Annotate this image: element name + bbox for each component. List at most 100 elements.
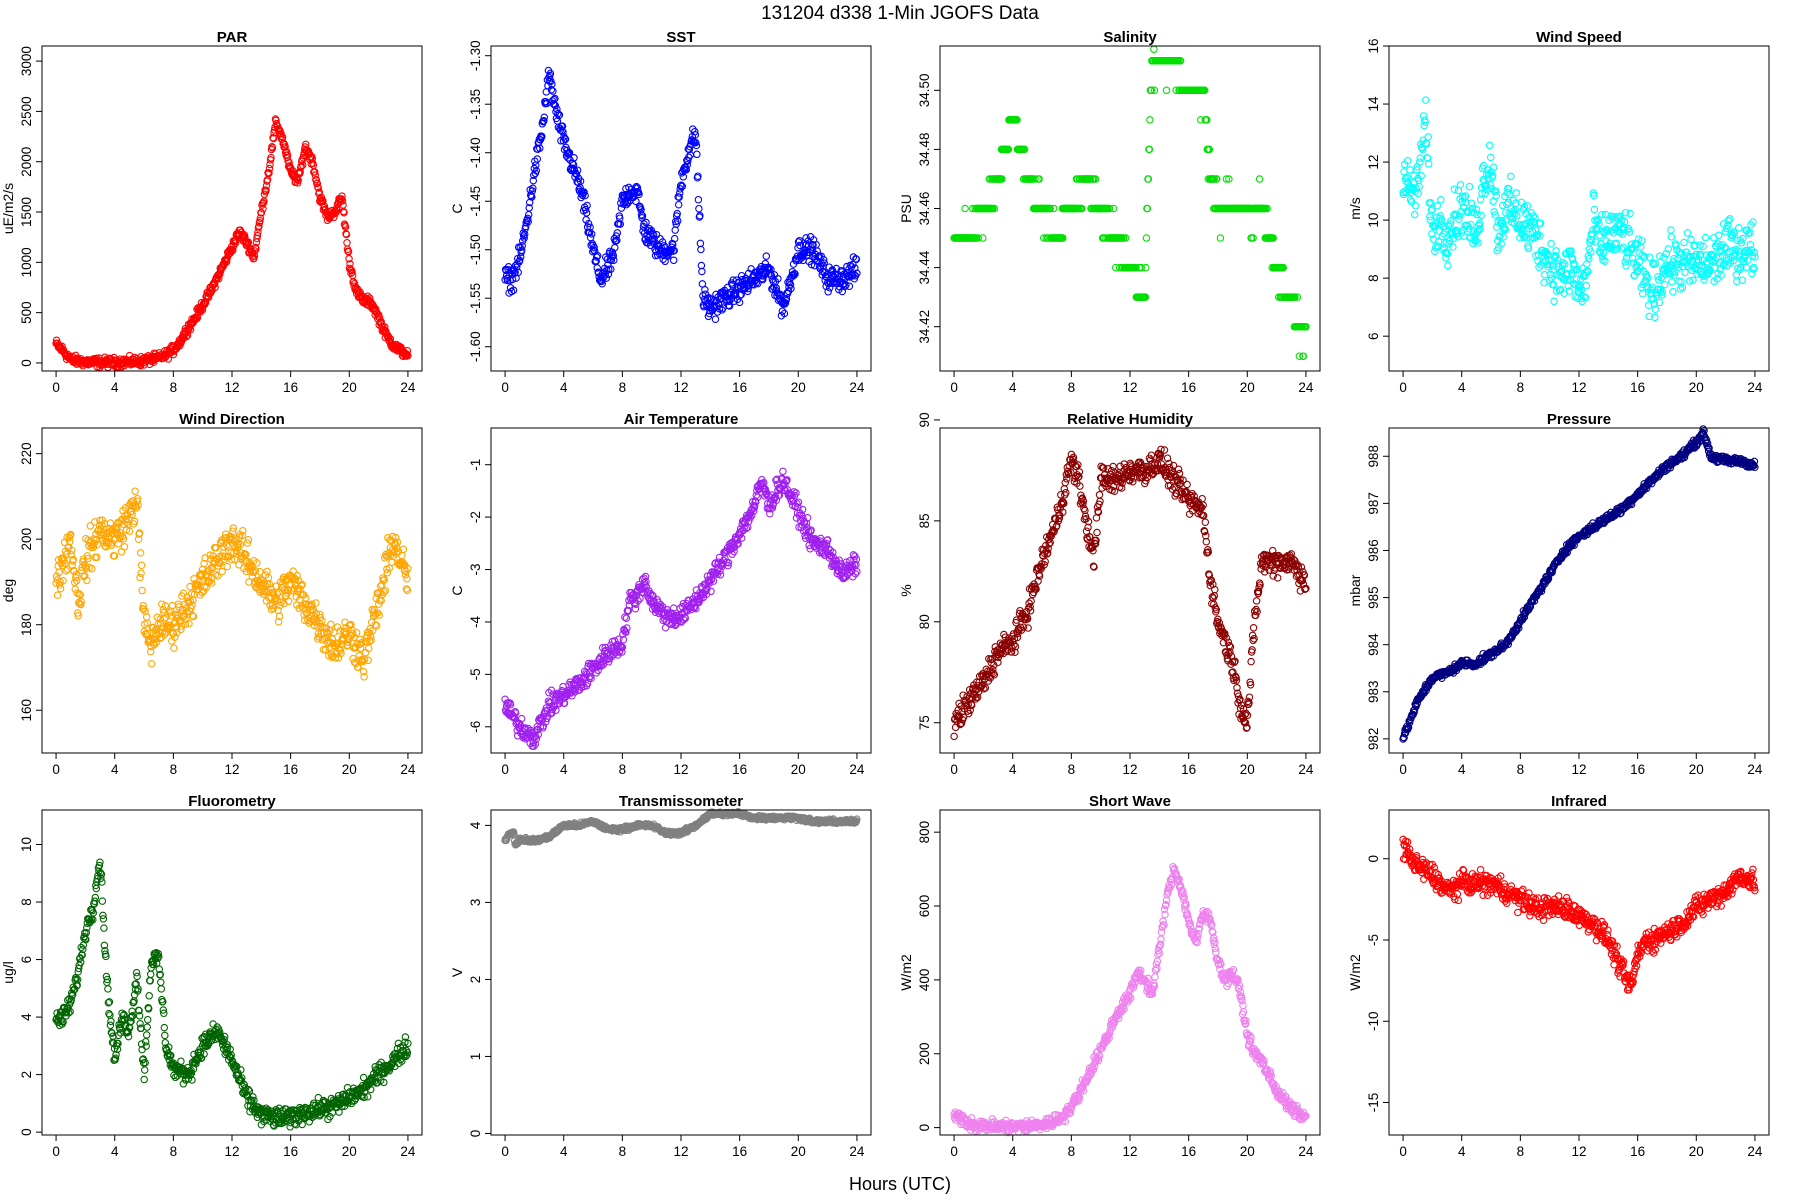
data-point xyxy=(602,274,611,282)
data-point xyxy=(593,264,601,272)
data-point xyxy=(1247,657,1255,666)
data-point xyxy=(267,154,275,162)
data-point xyxy=(581,191,589,200)
x-tick-label: 4 xyxy=(1009,380,1017,395)
data-point xyxy=(1046,204,1054,213)
data-point xyxy=(1162,86,1171,95)
data-point xyxy=(1295,352,1304,360)
data-point xyxy=(1210,175,1219,183)
data-point xyxy=(520,230,529,238)
x-tick-label: 8 xyxy=(1517,380,1525,395)
data-point xyxy=(791,270,799,278)
data-point xyxy=(1681,268,1689,277)
data-point xyxy=(1444,261,1452,270)
data-point xyxy=(1299,352,1308,360)
plot-frame xyxy=(1388,45,1770,372)
data-point xyxy=(1618,230,1627,238)
y-tick-label: -1.40 xyxy=(468,137,483,168)
data-point xyxy=(1558,261,1567,270)
data-point xyxy=(547,85,556,94)
data-point xyxy=(1468,204,1477,213)
y-tick-label: -1 xyxy=(468,459,483,471)
data-point xyxy=(311,168,319,176)
data-point xyxy=(1146,116,1154,124)
data-point xyxy=(403,574,411,583)
data-point xyxy=(649,230,658,239)
data-point xyxy=(1279,263,1288,272)
data-point xyxy=(1654,272,1662,281)
data-point xyxy=(538,132,546,141)
data-point xyxy=(1642,272,1651,281)
data-point xyxy=(570,154,578,162)
data-point xyxy=(1511,210,1519,218)
data-point xyxy=(1455,212,1464,220)
data-point xyxy=(1121,234,1130,242)
panel-title: Relative Humidity xyxy=(1067,411,1194,428)
data-point xyxy=(701,286,709,294)
data-point xyxy=(344,248,353,256)
data-point xyxy=(1474,239,1482,247)
data-point xyxy=(795,236,804,245)
data-point xyxy=(786,280,795,289)
data-point xyxy=(1420,121,1428,130)
data-point xyxy=(587,230,596,238)
y-tick-label: 34.46 xyxy=(917,192,932,226)
data-point xyxy=(1616,212,1624,220)
data-point xyxy=(223,562,231,571)
data-point xyxy=(529,176,538,185)
y-tick-label: 16 xyxy=(1366,38,1381,53)
data-point xyxy=(327,620,335,629)
data-point xyxy=(1698,256,1707,264)
data-point xyxy=(548,80,556,88)
data-point xyxy=(1662,250,1671,258)
data-point xyxy=(1716,242,1725,251)
data-point xyxy=(519,229,527,237)
data-point xyxy=(1477,211,1485,220)
data-point xyxy=(1719,220,1728,228)
data-point xyxy=(1726,215,1734,223)
data-point xyxy=(137,569,145,577)
panel-title: SST xyxy=(666,29,695,46)
data-point xyxy=(613,236,621,245)
data-point xyxy=(1137,263,1146,272)
data-point xyxy=(1143,204,1152,213)
data-point xyxy=(1598,210,1606,219)
y-tick-label: 10 xyxy=(1366,213,1381,228)
data-point xyxy=(616,220,625,228)
data-point xyxy=(136,573,144,582)
y-tick-label: 14 xyxy=(1366,96,1381,112)
panel-title: Salinity xyxy=(1103,29,1157,46)
data-point xyxy=(581,205,590,214)
data-point xyxy=(1661,280,1669,289)
data-point xyxy=(257,209,266,217)
data-point xyxy=(1670,270,1679,279)
y-tick-label: -6 xyxy=(468,721,483,733)
data-point xyxy=(204,293,213,302)
data-point xyxy=(1625,228,1634,236)
data-point xyxy=(1590,191,1598,200)
data-point xyxy=(582,209,591,217)
data-point xyxy=(403,350,411,359)
data-point xyxy=(540,113,549,122)
data-point xyxy=(1479,162,1488,170)
data-point xyxy=(1549,281,1558,289)
data-point xyxy=(1507,172,1515,181)
data-point xyxy=(1619,243,1628,251)
data-point xyxy=(1735,223,1743,232)
data-point xyxy=(838,268,846,276)
data-points xyxy=(52,115,412,372)
data-point xyxy=(697,261,706,270)
data-point xyxy=(845,282,854,290)
x-tick-label: 4 xyxy=(560,380,568,395)
data-point xyxy=(1596,249,1605,257)
data-point xyxy=(1422,139,1431,148)
data-point xyxy=(711,315,720,323)
data-point xyxy=(697,245,705,254)
data-point xyxy=(1225,175,1233,183)
data-point xyxy=(1684,262,1692,271)
data-point xyxy=(388,558,396,567)
data-point xyxy=(1559,259,1567,267)
data-point xyxy=(675,189,684,197)
